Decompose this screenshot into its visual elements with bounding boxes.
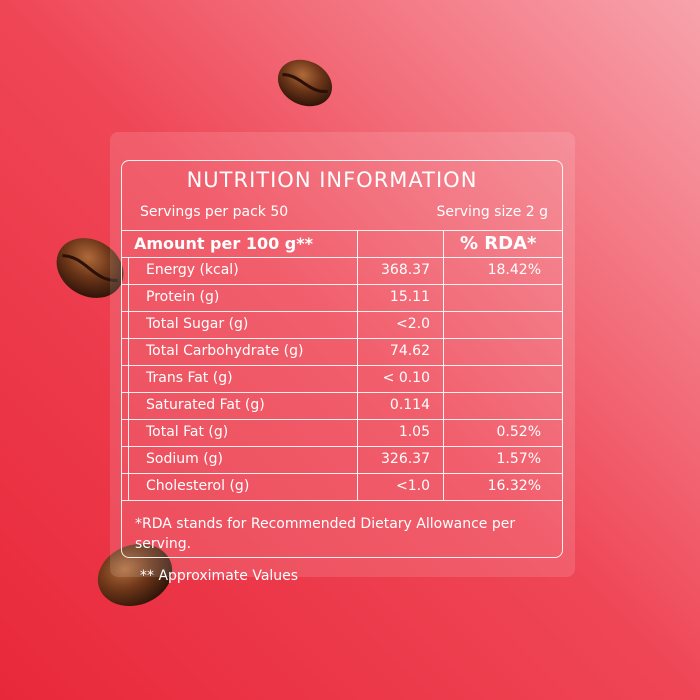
row-line <box>121 230 563 231</box>
note: ** Approximate Values <box>140 568 299 584</box>
row-line <box>121 365 563 366</box>
panel <box>110 132 575 577</box>
nutrient-value: 1.05 <box>398 424 430 440</box>
nutrient-name: Energy (kcal) <box>146 262 239 278</box>
rda-value: 18.42% <box>487 262 541 278</box>
nutrient-value: 15.11 <box>389 289 430 305</box>
footnote: *RDA stands for Recommended Dietary Allo… <box>135 516 516 552</box>
header-cell: % RDA* <box>460 233 537 254</box>
col-line <box>128 257 129 500</box>
rda-value: 16.32% <box>487 478 541 494</box>
rda-value: 1.57% <box>496 451 541 467</box>
nutrient-name: Trans Fat (g) <box>146 370 233 386</box>
col-line <box>443 230 444 500</box>
table-frame <box>121 160 563 558</box>
nutrient-name: Saturated Fat (g) <box>146 397 265 413</box>
header-cell: Amount per 100 g** <box>134 234 313 253</box>
nutrient-name: Protein (g) <box>146 289 220 305</box>
col-line <box>357 230 358 500</box>
nutrient-value: <1.0 <box>396 478 430 494</box>
row-line <box>121 473 563 474</box>
row-line <box>121 446 563 447</box>
title: NUTRITION INFORMATION <box>186 168 478 192</box>
nutrient-value: < 0.10 <box>382 370 430 386</box>
serving-size: Serving size 2 g <box>436 204 548 220</box>
nutrient-name: Total Fat (g) <box>146 424 229 440</box>
nutrient-value: <2.0 <box>396 316 430 332</box>
nutrient-value: 368.37 <box>381 262 430 278</box>
nutrient-value: 74.62 <box>389 343 430 359</box>
row-line <box>121 311 563 312</box>
row-line <box>121 257 563 258</box>
nutrient-name: Cholesterol (g) <box>146 478 250 494</box>
servings: Servings per pack 50 <box>140 204 289 220</box>
row-line <box>121 284 563 285</box>
rda-value: 0.52% <box>496 424 541 440</box>
row-line <box>121 500 563 501</box>
row-line <box>121 419 563 420</box>
nutrient-name: Total Sugar (g) <box>146 316 249 332</box>
row-line <box>121 338 563 339</box>
nutrient-value: 0.114 <box>389 397 430 413</box>
row-line <box>121 392 563 393</box>
nutrient-name: Total Carbohydrate (g) <box>146 343 304 359</box>
nutrient-name: Sodium (g) <box>146 451 223 467</box>
nutrient-value: 326.37 <box>381 451 430 467</box>
